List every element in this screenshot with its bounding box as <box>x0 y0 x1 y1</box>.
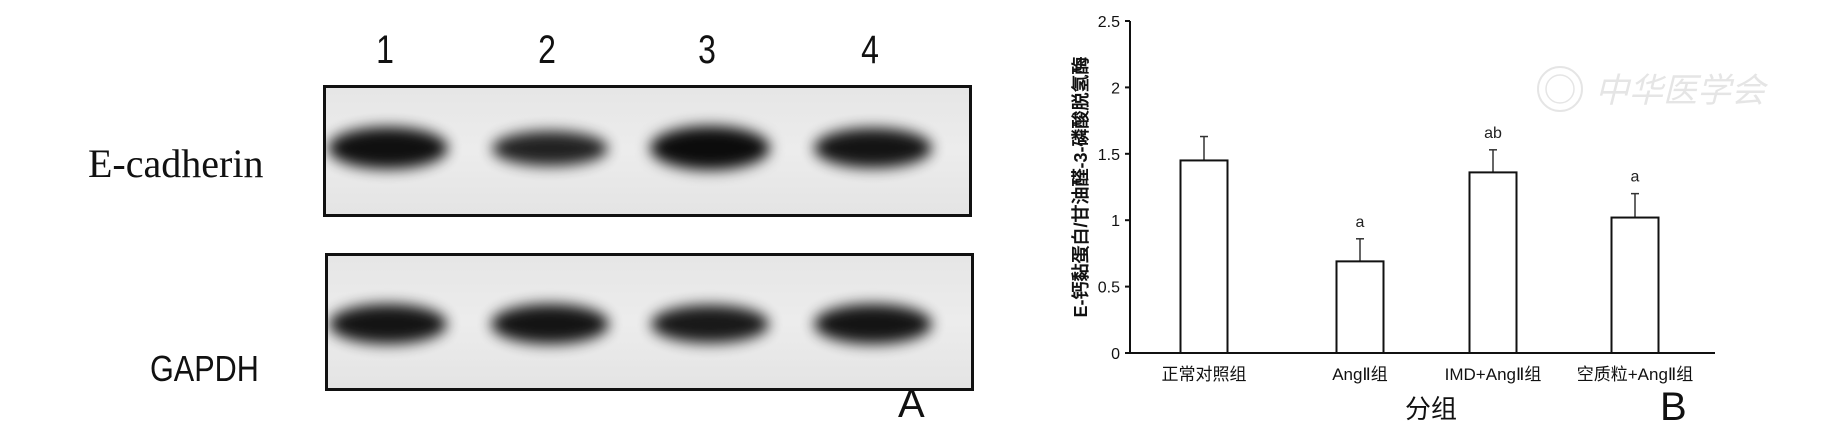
protein-band <box>490 303 610 345</box>
protein-band <box>492 130 608 166</box>
bar-chart: 中华医学会 0 0.5 1 1.5 2 2.5 正常对照组 a AngⅡ组 ab IMD+AngⅡ… <box>1070 14 1769 425</box>
blot-gapdh <box>325 253 974 391</box>
panel-label-b: B <box>1660 385 1687 425</box>
bar <box>1179 159 1229 354</box>
x-tick-label: 正常对照组 <box>1162 365 1247 384</box>
bar <box>1468 171 1518 354</box>
y-tick-label: 2.5 <box>1098 14 1120 31</box>
x-tick-label: 空质粒+AngⅡ组 <box>1577 365 1694 384</box>
lane-number: 4 <box>861 28 879 72</box>
protein-band <box>328 126 448 170</box>
lane-number: 2 <box>538 28 556 72</box>
y-axis-label: E-钙黏蛋白/甘油醛-3-磷酸脱氢酶 <box>1070 57 1091 318</box>
y-tick-label: 0 <box>1111 346 1120 363</box>
panel-label-a: A <box>898 382 925 426</box>
y-tick-label: 1 <box>1111 213 1120 230</box>
x-tick-label: AngⅡ组 <box>1332 365 1388 384</box>
bar <box>1610 216 1660 354</box>
lane-number: 3 <box>698 28 716 72</box>
protein-band <box>813 127 933 169</box>
significance-label: a <box>1356 214 1365 231</box>
lane-number: 1 <box>376 28 394 72</box>
protein-band <box>651 304 769 344</box>
protein-band <box>328 303 448 345</box>
protein-band <box>813 303 933 345</box>
significance-label: ab <box>1484 125 1502 142</box>
blot-e-cadherin <box>323 85 972 217</box>
significance-label: a <box>1631 169 1640 186</box>
y-tick-label: 2 <box>1111 80 1120 97</box>
y-tick-label: 1.5 <box>1098 147 1120 164</box>
row-label-e-cadherin: E-cadherin <box>88 141 264 186</box>
protein-band <box>650 126 770 170</box>
watermark-text: 中华医学会 <box>1595 72 1769 110</box>
x-axis-label: 分组 <box>1405 394 1457 424</box>
bar <box>1335 260 1385 355</box>
row-label-gapdh: GAPDH <box>150 348 259 389</box>
watermark-logo: 中华医学会 <box>1537 66 1769 112</box>
x-tick-label: IMD+AngⅡ组 <box>1445 365 1542 384</box>
y-tick-label: 0.5 <box>1098 280 1120 297</box>
